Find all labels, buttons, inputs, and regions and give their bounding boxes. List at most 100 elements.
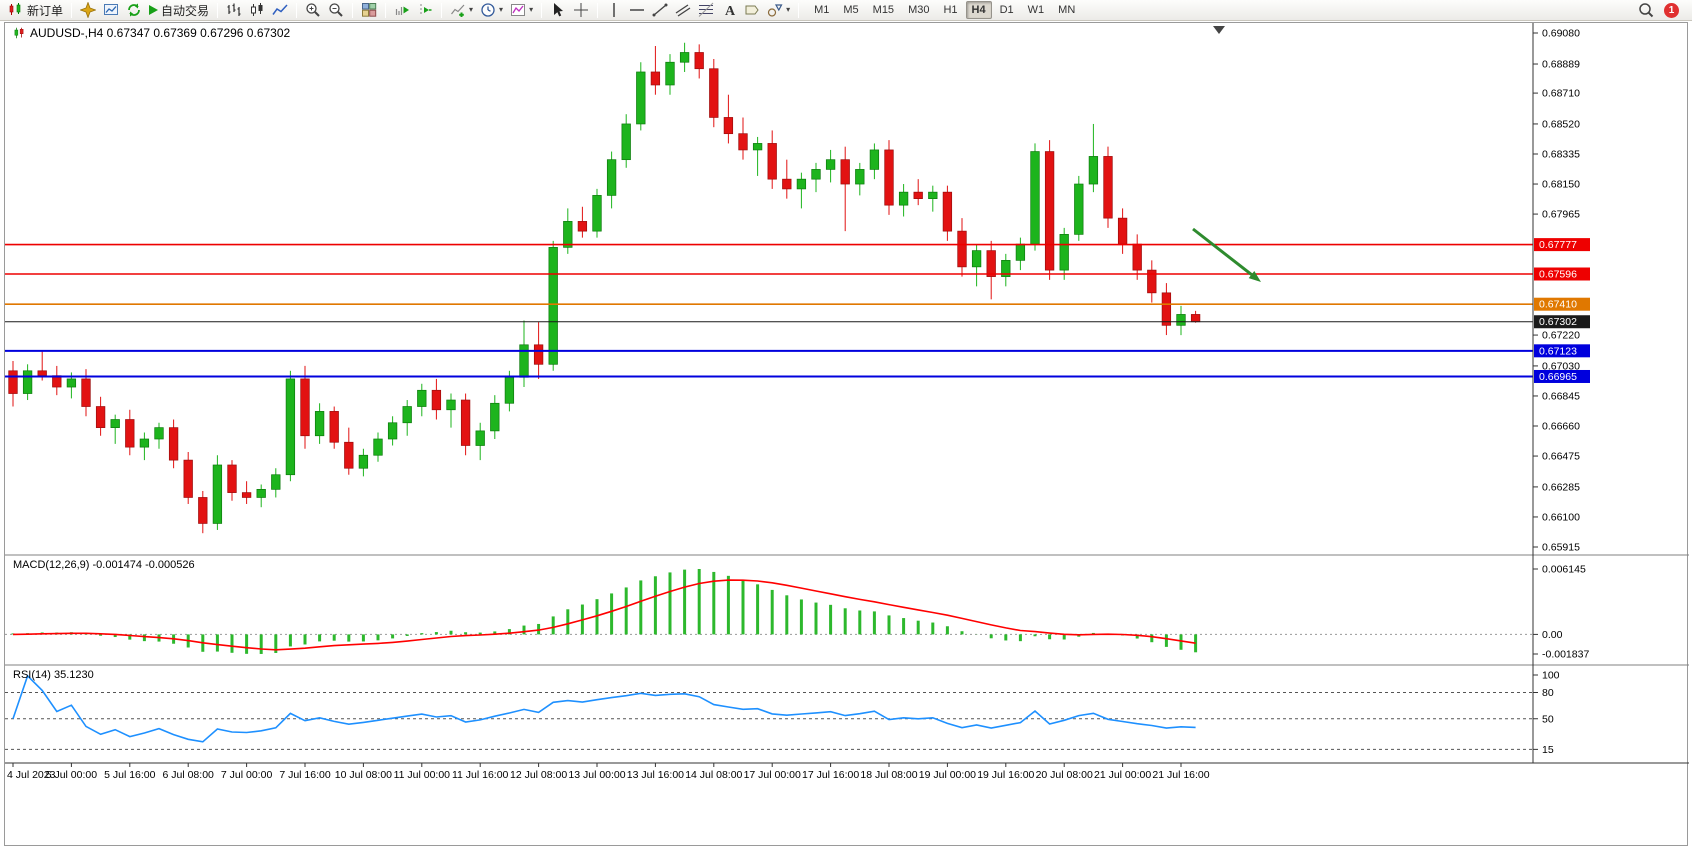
candle-body [358,454,369,469]
crosshair-button[interactable] [570,1,592,20]
macd-pane[interactable] [5,568,1533,654]
chart-shift-button[interactable] [414,1,436,20]
toolbar: 新订单 自动交易 [0,0,1692,21]
timeframe-button-m1[interactable]: M1 [814,4,830,16]
timeframe-button-m30[interactable]: M30 [908,4,930,16]
svg-text:50: 50 [1542,713,1554,725]
candle-body [1044,151,1055,271]
text-label-button[interactable] [741,1,763,20]
refresh-button[interactable] [123,1,145,20]
candle-body [1190,314,1201,323]
candle-chart-button[interactable] [246,1,268,20]
periods-menu-button[interactable]: ▾ [477,1,506,20]
svg-text:21 Jul 16:00: 21 Jul 16:00 [1152,769,1209,781]
cursor-icon [554,3,564,17]
timeframe-button-m15[interactable]: M15 [872,4,895,16]
macd-name: MACD(12,26,9) [13,559,90,571]
fibonacci-icon [698,2,714,17]
timeframe-button-mn[interactable]: MN [1058,4,1076,16]
svg-text:0.68520: 0.68520 [1542,118,1580,130]
search-icon [1639,3,1654,18]
arrows-menu-button[interactable]: ▾ [764,1,793,20]
svg-text:6 Jul 08:00: 6 Jul 08:00 [163,769,215,781]
auto-scroll-button[interactable] [391,1,413,20]
chart-title: AUDUSD-,H4 0.67347 0.67369 0.67296 0.673… [13,26,290,40]
new-order-icon [9,3,21,15]
candle-body [913,191,923,199]
tile-windows-button[interactable] [358,1,380,20]
line-chart-button[interactable] [269,1,291,20]
svg-text:0.67302: 0.67302 [1539,316,1577,328]
label-icon [745,5,759,15]
candle-body [709,68,719,118]
indicators-menu-button[interactable]: ▾ [447,1,476,20]
candle-body [241,492,252,498]
search-button[interactable] [1635,1,1657,20]
timeframe-button-m5[interactable]: M5 [843,4,859,16]
bar-chart-button[interactable] [223,1,245,20]
zoom-out-button[interactable] [325,1,347,20]
rsi-pane[interactable] [5,674,1533,750]
timeframe-button-h4[interactable]: H4 [965,1,992,19]
horizontal-line-button[interactable] [626,1,648,20]
notification-badge[interactable]: 1 [1664,2,1679,18]
candle-body [1103,156,1113,219]
equidistant-channel-icon [675,4,691,17]
timeframe-button-d1[interactable]: D1 [999,4,1014,16]
zoom-in-icon [306,3,320,17]
new-order-button[interactable]: 新订单 [5,1,66,20]
candle-body [855,169,865,185]
trend-arrow-annotation[interactable] [1192,227,1253,276]
compass-button[interactable] [77,1,99,20]
chart-area: 0.69080 0.68889 0.68710 0.68520 0.68335 0.681… [4,22,1689,847]
candlestick-chart[interactable]: 0.69080 0.68889 0.68710 0.68520 0.68335 0.681… [5,23,1689,847]
text-tool-button[interactable]: A [718,1,740,20]
caret-down-icon: ▾ [786,5,791,14]
candle-body [1015,243,1026,261]
toolbar-separator [541,2,543,18]
candle-body [752,143,763,151]
svg-text:0.66965: 0.66965 [1539,371,1577,383]
candle-body [971,250,982,268]
auto-trading-button[interactable]: 自动交易 [146,1,212,20]
candle-body [402,406,412,424]
candle-body [1059,234,1069,271]
trendline-button[interactable] [649,1,671,20]
svg-text:0.65915: 0.65915 [1542,542,1580,554]
svg-text:0.67123: 0.67123 [1539,345,1577,357]
market-watch-button[interactable] [100,1,122,20]
price-axis[interactable]: 0.69080 0.68889 0.68710 0.68520 0.68335 0.681… [1533,28,1590,756]
svg-text:13 Jul 00:00: 13 Jul 00:00 [568,769,625,781]
candle-body [1132,243,1142,271]
timeframe-button-w1[interactable]: W1 [1027,4,1045,16]
candle-body [8,370,18,394]
candle-body [300,378,310,437]
candle-body [227,464,237,493]
zoom-in-button[interactable] [302,1,324,20]
candle-body [1030,151,1040,245]
candle-body [475,430,485,446]
price-level-badge [1534,238,1590,252]
svg-text:15: 15 [1542,744,1554,756]
svg-text:11 Jul 00:00: 11 Jul 00:00 [394,769,451,781]
vertical-line-button[interactable] [603,1,625,20]
svg-text:5 Jul 00:00: 5 Jul 00:00 [46,769,98,781]
price-pane[interactable] [5,26,1533,534]
shapes-icon [767,4,783,17]
timeframe-toolbar: M1 M5 M15 M30 H1 H4 D1 W1 MN [808,1,1081,19]
candle-body [168,427,179,461]
fibonacci-button[interactable] [695,1,717,20]
timeframe-button-h1[interactable]: H1 [943,4,958,16]
candle-body [986,250,996,277]
cursor-button[interactable] [547,1,569,20]
rsi-name: RSI(14) [13,669,51,681]
candle-body [95,406,106,428]
chart-shift-marker-icon[interactable] [1213,26,1225,34]
svg-text:11 Jul 16:00: 11 Jul 16:00 [452,769,509,781]
caret-down-icon: ▾ [469,5,474,14]
channel-button[interactable] [672,1,694,20]
svg-text:0.66845: 0.66845 [1542,390,1580,402]
templates-menu-button[interactable]: ▾ [507,1,536,20]
